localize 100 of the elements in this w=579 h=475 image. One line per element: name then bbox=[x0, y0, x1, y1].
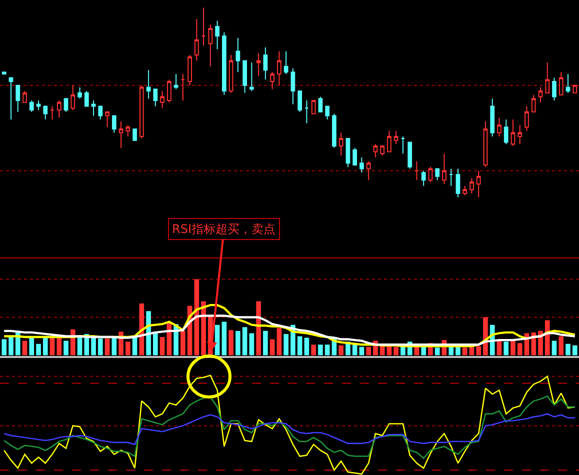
candlestick bbox=[56, 100, 62, 118]
candlestick bbox=[387, 130, 392, 152]
candlestick bbox=[497, 117, 502, 138]
candlestick bbox=[304, 100, 309, 124]
candlestick bbox=[338, 132, 344, 156]
bar bbox=[284, 334, 288, 356]
bar bbox=[104, 338, 110, 356]
bar bbox=[366, 346, 371, 356]
candlestick bbox=[208, 24, 213, 67]
candlestick bbox=[112, 115, 116, 134]
candlestick bbox=[146, 70, 151, 100]
candlestick bbox=[531, 94, 536, 112]
candlestick bbox=[263, 46, 268, 80]
bar bbox=[311, 344, 316, 356]
bar bbox=[201, 301, 206, 356]
bar bbox=[318, 344, 323, 356]
candlestick bbox=[504, 118, 508, 145]
candlestick bbox=[201, 7, 206, 46]
candlestick bbox=[222, 32, 226, 96]
candlestick bbox=[166, 79, 172, 103]
candlestick bbox=[50, 106, 54, 120]
candlestick bbox=[242, 60, 247, 94]
bar bbox=[572, 345, 578, 356]
candlestick bbox=[132, 128, 137, 141]
candlestick bbox=[2, 72, 6, 74]
candlestick bbox=[448, 168, 454, 186]
candlestick bbox=[462, 185, 468, 196]
bar bbox=[421, 346, 426, 356]
candlestick bbox=[22, 90, 27, 103]
bar bbox=[64, 340, 68, 356]
bar bbox=[558, 336, 564, 356]
bar bbox=[324, 344, 330, 356]
candlestick bbox=[318, 96, 323, 112]
bar bbox=[276, 328, 282, 356]
bar bbox=[504, 342, 509, 356]
candlestick bbox=[290, 68, 296, 105]
bar bbox=[2, 339, 7, 356]
bar bbox=[236, 330, 240, 356]
candlestick bbox=[470, 178, 474, 194]
candlestick bbox=[510, 118, 516, 147]
bar bbox=[552, 340, 557, 356]
bar bbox=[517, 343, 522, 356]
candlestick bbox=[360, 156, 364, 174]
bar bbox=[462, 348, 468, 356]
bar bbox=[434, 348, 440, 356]
candlestick bbox=[400, 136, 406, 154]
bar bbox=[256, 301, 261, 356]
candlestick bbox=[236, 37, 240, 73]
candlestick bbox=[98, 106, 103, 120]
candlestick bbox=[421, 170, 426, 186]
candlestick bbox=[476, 170, 481, 198]
candlestick bbox=[194, 18, 199, 62]
bar bbox=[297, 336, 302, 356]
candlestick bbox=[139, 84, 144, 139]
candlestick bbox=[29, 100, 34, 112]
bar bbox=[338, 345, 344, 356]
bar bbox=[214, 324, 220, 356]
bar bbox=[36, 344, 41, 356]
candlestick bbox=[298, 90, 302, 112]
candlestick bbox=[380, 146, 385, 156]
bar bbox=[222, 322, 227, 356]
bar bbox=[263, 330, 268, 356]
candlestick bbox=[43, 106, 48, 120]
candlestick bbox=[311, 100, 316, 114]
candlestick bbox=[105, 111, 110, 128]
candlestick bbox=[153, 88, 158, 107]
candlestick bbox=[414, 160, 419, 181]
bar bbox=[359, 346, 364, 356]
candlestick bbox=[483, 120, 488, 168]
candlestick bbox=[545, 62, 550, 94]
candlestick bbox=[188, 54, 192, 86]
candlestick bbox=[566, 73, 570, 94]
bar bbox=[544, 320, 550, 356]
candlestick bbox=[442, 153, 446, 184]
candlestick bbox=[490, 98, 495, 138]
bar bbox=[160, 337, 165, 356]
candlestick bbox=[552, 77, 556, 102]
candlestick bbox=[352, 147, 358, 166]
candlestick bbox=[558, 72, 564, 96]
candlestick bbox=[325, 106, 330, 120]
candlestick bbox=[408, 142, 412, 170]
candlestick bbox=[270, 72, 274, 90]
candlestick bbox=[428, 166, 433, 183]
candlestick bbox=[366, 160, 371, 181]
bar bbox=[22, 340, 28, 356]
candlestick bbox=[346, 138, 350, 168]
bar bbox=[510, 340, 516, 356]
bar bbox=[249, 333, 254, 356]
candlestick bbox=[394, 130, 398, 145]
candlestick bbox=[118, 120, 124, 148]
candlestick bbox=[538, 86, 543, 103]
bar bbox=[98, 338, 103, 356]
bar bbox=[242, 327, 248, 356]
candlestick bbox=[84, 90, 89, 107]
candlestick bbox=[277, 50, 282, 86]
candlestick bbox=[36, 100, 41, 110]
bar bbox=[538, 330, 543, 356]
candlestick bbox=[228, 54, 234, 94]
candlestick bbox=[91, 100, 96, 116]
candlestick bbox=[160, 90, 164, 109]
